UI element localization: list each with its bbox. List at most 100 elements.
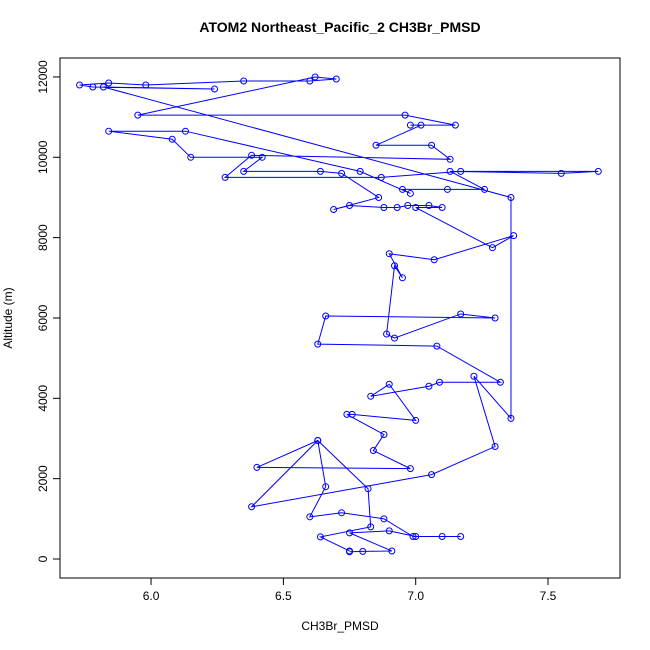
data-point [488,244,496,252]
data-point [412,204,420,212]
data-point [401,111,409,119]
data-point [446,167,454,175]
y-tick-label: 0 [36,555,50,562]
data-point [425,202,433,210]
data-point [343,410,351,418]
data-point [89,83,97,91]
data-point [306,513,314,521]
data-point [369,447,377,455]
data-point [258,153,266,161]
data-point [375,193,383,201]
data-point [142,81,150,89]
data-point [380,515,388,523]
chart-title: ATOM2 Northeast_Pacific_2 CH3Br_PMSD [199,19,480,35]
y-axis-label: Altitude (m) [1,287,15,348]
data-point [181,127,189,135]
data-point [322,483,330,491]
data-point [330,206,338,214]
data-point [393,204,401,212]
data-point [457,167,465,175]
y-tick-label: 2000 [36,465,50,492]
data-point [240,77,248,85]
data-point [322,312,330,320]
data-point [391,262,399,270]
data-point [105,127,113,135]
data-point [404,202,412,210]
data-point [316,533,324,541]
data-point [187,153,195,161]
data-point [346,202,354,210]
data-point [480,185,488,193]
data-point [388,547,396,555]
y-tick-label: 6000 [36,304,50,331]
data-point [377,173,385,181]
data-point [406,121,414,129]
data-point [398,274,406,282]
y-tick-label: 8000 [36,224,50,251]
data-point [443,185,451,193]
data-point [348,410,356,418]
data-point [253,463,261,471]
data-point [457,533,465,541]
data-point [306,77,314,85]
data-point [438,204,446,212]
data-point [428,471,436,479]
data-point [417,121,425,129]
data-point [346,547,354,555]
data-point [314,340,322,348]
data-point [385,380,393,388]
data-point [412,416,420,424]
data-point [316,167,324,175]
data-point [248,151,256,159]
data-point [240,167,248,175]
data-point [372,141,380,149]
data-point [385,250,393,258]
data-point [168,135,176,143]
x-tick-label: 7.5 [540,589,557,603]
data-point [391,334,399,342]
x-tick-label: 6.0 [143,589,160,603]
data-point [385,527,393,535]
data-point [491,314,499,322]
data-point [332,75,340,83]
data-point [557,169,565,177]
data-point [367,523,375,531]
data-point [346,529,354,537]
x-axis-label: CH3Br_PMSD [301,619,379,633]
data-point [211,85,219,93]
data-point [221,173,229,181]
data-line [79,76,599,553]
data-point [428,141,436,149]
data-point [430,256,438,264]
data-point [412,533,420,541]
x-tick-label: 6.5 [275,589,292,603]
data-point [105,79,113,87]
data-point [359,547,367,555]
data-point [248,503,256,511]
data-point [311,73,319,81]
data-point [406,465,414,473]
data-point [406,189,414,197]
data-point [398,185,406,193]
y-tick-label: 12000 [36,60,50,94]
x-tick-label: 7.0 [407,589,424,603]
data-point [134,111,142,119]
data-point [510,232,518,240]
data-point [496,378,504,386]
data-point [338,509,346,517]
data-point [380,204,388,212]
data-point [433,342,441,350]
data-point [436,378,444,386]
data-point [491,443,499,451]
data-point [507,193,515,201]
data-point [338,169,346,177]
data-point [356,167,364,175]
data-point [364,485,372,493]
y-tick-label: 4000 [36,385,50,412]
data-point [367,392,375,400]
data-point [383,330,391,338]
data-point [380,430,388,438]
data-point [470,372,478,380]
data-point [99,83,107,91]
data-point [409,533,417,541]
